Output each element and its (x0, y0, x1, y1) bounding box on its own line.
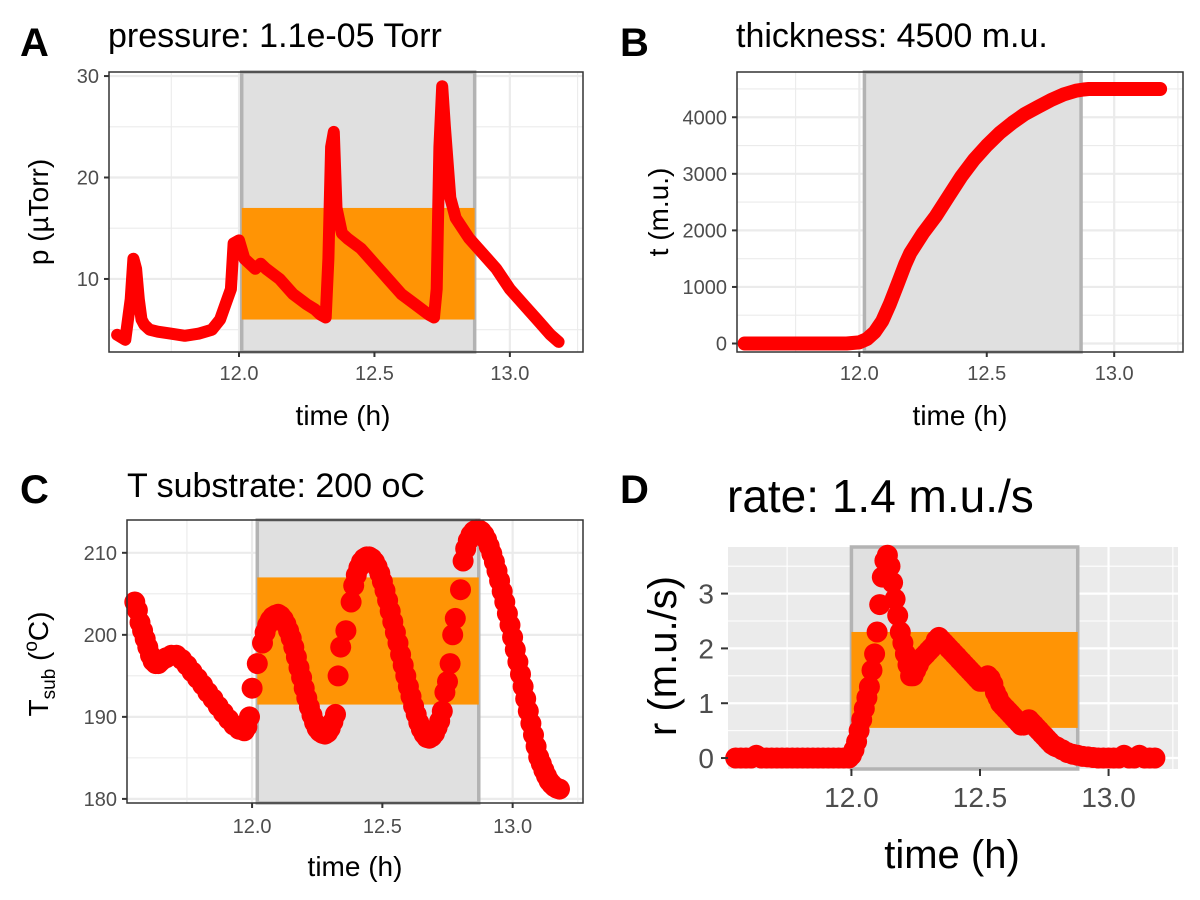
panel-c-data-point (444, 607, 466, 629)
panel-a-border (108, 71, 584, 353)
panel-c-data-point (327, 665, 349, 687)
panel-b-border (736, 71, 1184, 353)
panel-c-data-point (239, 706, 260, 728)
panel-d-plot-area: 12.0 12.5 13.0 0 1 2 3 (698, 544, 1178, 813)
panel-c-points (124, 519, 570, 800)
panel-d-title: rate: 1.4 m.u./s (727, 470, 1034, 522)
panel-d-y-tick-label: 3 (698, 579, 714, 610)
panel-c-y-label-unit: C) (23, 612, 54, 642)
panel-c-data-point (325, 703, 346, 725)
panel-d-y-tick-label: 0 (698, 743, 714, 774)
panel-c-data-point (549, 778, 570, 800)
panel-d-x-label: time (h) (884, 833, 1020, 877)
panel-letter-c: C (20, 468, 49, 512)
panel-c-data-point (450, 579, 471, 601)
panel-b-plot-area: 12.0 12.5 13.0 0 1000 2000 3000 4000 (683, 70, 1184, 385)
panel-a: A pressure: 1.1e-05 Torr time (h) p (µTo… (20, 17, 584, 431)
panel-a-x-label: time (h) (296, 400, 391, 431)
panel-d-x-tick-label: 12.0 (824, 782, 879, 813)
panel-d-y-tick-label: 2 (698, 633, 714, 664)
panel-letter-a: A (20, 21, 49, 65)
panel-c-data-point (241, 677, 263, 699)
panel-c-data-point (335, 620, 357, 642)
panel-d-y-label: r (m.u./s) (641, 576, 685, 736)
panel-b-y-tick-label: 2000 (683, 220, 728, 242)
panel-c-x-tick-label: 12.5 (363, 816, 402, 838)
panel-d-data-point (882, 572, 904, 594)
panel-d-x-tick-label: 13.0 (1081, 782, 1136, 813)
panel-c: C T substrate: 200 oC time (h) Tsub (oC)… (20, 467, 584, 882)
panel-b-y-tick-label: 0 (716, 334, 727, 356)
panel-b-y-tick-label: 1000 (683, 277, 728, 299)
panel-c-border (126, 519, 584, 804)
panel-a-y-tick-label: 10 (77, 269, 99, 291)
panel-c-y-tick-label: 210 (84, 543, 117, 565)
panel-b-y-tick-label: 4000 (683, 107, 728, 129)
panel-d-data-point (879, 555, 901, 577)
panel-b-x-tick-label: 13.0 (1095, 363, 1134, 385)
panel-a-y-label: p (µTorr) (23, 159, 54, 265)
panel-c-y-label: Tsub (oC) (21, 612, 60, 717)
panel-d-data-point (1144, 747, 1166, 769)
panel-a-x-tick-label: 12.5 (355, 363, 394, 385)
panel-d-x-tick-label: 12.5 (953, 782, 1008, 813)
panel-a-series-line (111, 80, 565, 348)
panel-c-y-tick-label: 180 (84, 789, 117, 811)
panel-a-x-tick-label: 12.0 (220, 363, 259, 385)
panel-b-x-tick-label: 12.5 (967, 363, 1006, 385)
panel-c-x-tick-label: 12.0 (233, 816, 272, 838)
panel-b-y-label: t (m.u.) (643, 168, 674, 257)
panel-c-y-label-sup: o (21, 641, 42, 652)
panel-b-shaded-window (862, 70, 1083, 354)
panel-d-data-point (861, 659, 883, 681)
panel-c-x-tick-label: 13.0 (493, 816, 532, 838)
panel-c-data-point (437, 671, 458, 693)
panel-a-y-tick-label: 20 (77, 168, 99, 190)
panel-b-series-line (737, 82, 1168, 351)
panel-a-plot-area: 12.0 12.5 13.0 10 20 30 (77, 66, 584, 385)
panel-b-x-label: time (h) (913, 400, 1008, 431)
panel-c-plot-area: 12.0 12.5 13.0 180 190 200 210 (84, 518, 584, 838)
panel-c-y-tick-label: 200 (84, 625, 117, 647)
panel-d-points (725, 544, 1166, 769)
panel-c-y-tick-label: 190 (84, 707, 117, 729)
panel-c-data-point (330, 636, 352, 658)
panel-b-title: thickness: 4500 m.u. (736, 17, 1048, 55)
panel-d-data-point (858, 676, 880, 698)
panel-c-data-point (439, 653, 461, 675)
panel-a-x-tick-label: 13.0 (490, 363, 529, 385)
panel-c-data-point (340, 591, 362, 613)
panel-c-title: T substrate: 200 oC (127, 467, 425, 505)
panel-a-y-tick-label: 30 (77, 66, 99, 88)
panel-b: B thickness: 4500 m.u. time (h) t (m.u.)… (620, 17, 1184, 431)
panel-c-y-label-tail: ( (23, 651, 54, 669)
panel-c-x-label: time (h) (308, 851, 403, 882)
panel-d: D rate: 1.4 m.u./s time (h) r (m.u./s) 1… (620, 468, 1178, 877)
panel-c-y-label-sub: sub (39, 669, 60, 700)
panel-d-data-point (884, 588, 906, 610)
panel-a-title: pressure: 1.1e-05 Torr (108, 17, 442, 55)
panel-c-data-point (431, 700, 453, 722)
panel-d-data-point (887, 605, 909, 626)
panel-d-data-point (866, 621, 888, 643)
panel-d-data-point (864, 643, 886, 665)
panel-c-data-point (246, 653, 268, 675)
panel-b-x-tick-label: 12.0 (840, 363, 879, 385)
panel-b-y-tick-label: 3000 (683, 164, 728, 186)
panel-letter-d: D (620, 468, 649, 512)
panel-c-y-label-main: T (23, 699, 54, 716)
panel-d-y-tick-label: 1 (698, 688, 714, 719)
panel-letter-b: B (620, 21, 649, 65)
panel-c-data-point (442, 624, 464, 646)
